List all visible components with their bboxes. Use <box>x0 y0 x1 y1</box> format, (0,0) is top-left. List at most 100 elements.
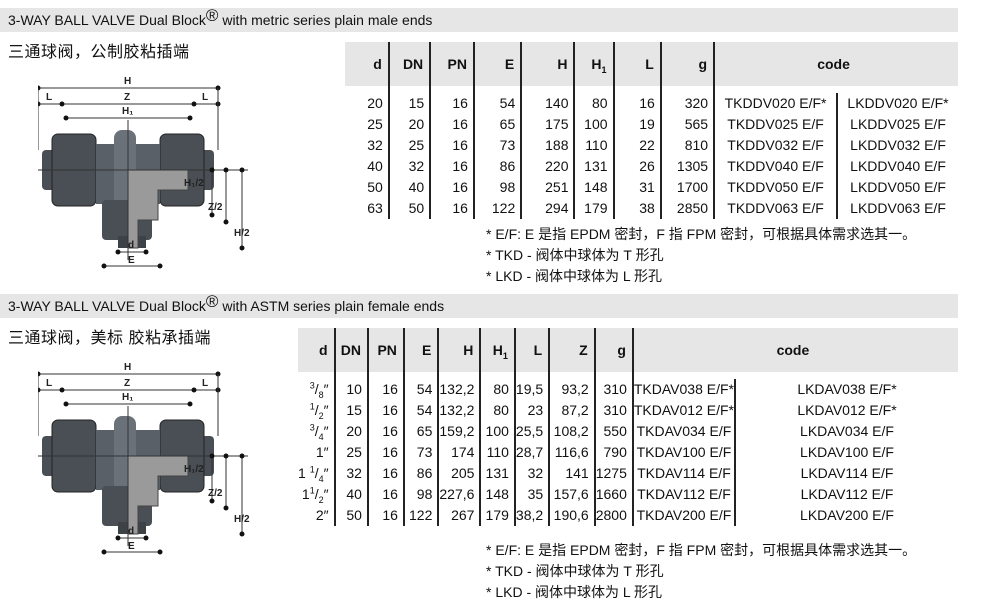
cell-value: 86 <box>472 156 522 177</box>
cell-value: 32 <box>333 463 368 484</box>
label-L: L <box>46 378 52 389</box>
cell-code-t: TKDDV050 E/F <box>713 177 838 198</box>
cell-d: 50 <box>367 179 383 195</box>
cell-value: 19,5 <box>513 379 550 400</box>
table-row: 63 50 16 122 294 179 38 2850 TKDDV063 E/F LKDDV06… <box>345 198 958 219</box>
spacer-cell <box>366 372 404 379</box>
cell-value: 16 <box>366 505 404 526</box>
label-E: E <box>128 255 135 266</box>
cell-code-t: TKDAV200 E/F <box>631 505 735 526</box>
cell-d: 3/8″ <box>298 379 335 400</box>
label-H1: H₁ <box>122 106 133 117</box>
cell-code-t: TKDAV012 E/F* <box>631 400 735 421</box>
dimension-dot <box>115 535 121 541</box>
cell-code-l: LKDDV025 E/F <box>836 114 958 135</box>
d-denominator: 4 <box>318 473 324 484</box>
label-d: d <box>128 240 134 251</box>
cell-value: 2800 <box>593 505 633 526</box>
cell-value: 179 <box>573 198 614 219</box>
cell-value: 159,2 <box>437 421 481 442</box>
notes-astm: * E/F: E 是指 EPDM 密封，F 指 FPM 密封，可根据具体需求选其… <box>486 540 916 603</box>
cell-code-l: LKDAV114 E/F <box>734 463 958 484</box>
dimension-dot <box>38 371 41 377</box>
cell-value: 16 <box>612 93 661 114</box>
cell-value: 132,2 <box>437 400 481 421</box>
cell-value: 1700 <box>659 177 715 198</box>
cell-code-l: LKDAV200 E/F <box>734 505 958 526</box>
cell-code-l: LKDAV038 E/F* <box>734 379 958 400</box>
section-title-rest: with metric series plain male ends <box>218 12 433 28</box>
cell-value: 175 <box>520 114 575 135</box>
cell-value: 16 <box>366 463 404 484</box>
note-line: * LKD - 阀体中球体为 L 形孔 <box>486 584 663 600</box>
cell-value: 98 <box>472 177 522 198</box>
note-line: * LKD - 阀体中球体为 L 形孔 <box>486 268 663 284</box>
cell-code-l: LKDAV100 E/F <box>734 442 958 463</box>
spacer-row <box>298 372 958 379</box>
spacer-cell <box>333 372 368 379</box>
cell-d: 25 <box>367 116 383 132</box>
dimension-dot <box>209 167 215 173</box>
cell-value: 100 <box>479 421 515 442</box>
cell-value: 16 <box>429 135 474 156</box>
section-title: 3-WAY BALL VALVE Dual Block <box>8 12 206 28</box>
cell-value: 80 <box>479 400 515 421</box>
label-L: L <box>46 92 52 103</box>
cell-value: 110 <box>479 442 515 463</box>
cell-value: 32 <box>387 156 431 177</box>
inch-mark: ″ <box>323 402 329 418</box>
cell-value: 320 <box>659 93 715 114</box>
d-denominator: 4 <box>318 431 324 442</box>
cell-code-t: TKDAV114 E/F <box>631 463 735 484</box>
label-E: E <box>128 541 135 552</box>
cell-value: 310 <box>593 400 633 421</box>
cell-value: 148 <box>479 484 515 505</box>
cell-code-l: LKDAV012 E/F* <box>734 400 958 421</box>
label-Z: Z <box>124 92 130 103</box>
d-slash: / <box>314 381 319 397</box>
dimension-dot <box>157 549 163 555</box>
note-line: * E/F: E 是指 EPDM 密封，F 指 FPM 密封，可根据具体需求选其… <box>486 226 917 242</box>
valve-drawing-metric: H L Z L H₁ H₁/2 Z/2 H/2 dE <box>38 76 250 269</box>
spacer-cell <box>345 86 389 93</box>
dimension-dot <box>63 401 69 407</box>
column-header: H1 <box>573 42 614 86</box>
cell-value: 25,5 <box>513 421 550 442</box>
column-header: g <box>659 42 715 86</box>
cell-value: 188 <box>520 135 575 156</box>
cell-value: 157,6 <box>548 484 595 505</box>
cell-d: 3/4″ <box>298 421 335 442</box>
dimension-dot <box>239 245 245 251</box>
dimension-dot <box>187 401 193 407</box>
cell-value: 54 <box>472 93 522 114</box>
cell-value: 98 <box>402 484 439 505</box>
cell-value: 1305 <box>659 156 715 177</box>
cell-value: 100 <box>573 114 614 135</box>
cell-value: 87,2 <box>548 400 595 421</box>
d-slash: / <box>314 486 319 502</box>
spacer-cell <box>472 86 522 93</box>
cell-value: 16 <box>429 198 474 219</box>
column-header: g <box>593 328 633 372</box>
table-row: 25 20 16 65 175 100 19 565 TKDDV025 E/F LKDDV025 … <box>345 114 958 135</box>
notes-metric: * E/F: E 是指 EPDM 密封，F 指 FPM 密封，可根据具体需求选其… <box>486 224 916 287</box>
column-header: E <box>472 42 522 86</box>
valve-drawing-astm: H L Z L H₁ H₁/2 Z/2 H/2 dE <box>38 362 250 555</box>
table-row: 1/2″ 15 16 54 132,2 80 23 87,2 310 TKDAV012 E/F* L… <box>298 400 958 421</box>
cell-value: 80 <box>573 93 614 114</box>
cutaway-section <box>127 169 189 249</box>
cell-value: 131 <box>479 463 515 484</box>
cell-code-t: TKDDV020 E/F* <box>713 93 838 114</box>
cell-value: 16 <box>366 442 404 463</box>
label-Z-2: Z/2 <box>208 202 223 213</box>
d-numerator: 1 <box>309 401 315 412</box>
cell-value: 65 <box>472 114 522 135</box>
cell-d: 20 <box>367 95 383 111</box>
d-whole: 1 <box>298 465 310 481</box>
table-row: 1″ 25 16 73 174 110 28,7 116,6 790 TKDAV100 E/F LK… <box>298 442 958 463</box>
spacer-cell <box>402 372 439 379</box>
dimension-dot <box>239 531 245 537</box>
dimension-dot <box>223 505 229 511</box>
